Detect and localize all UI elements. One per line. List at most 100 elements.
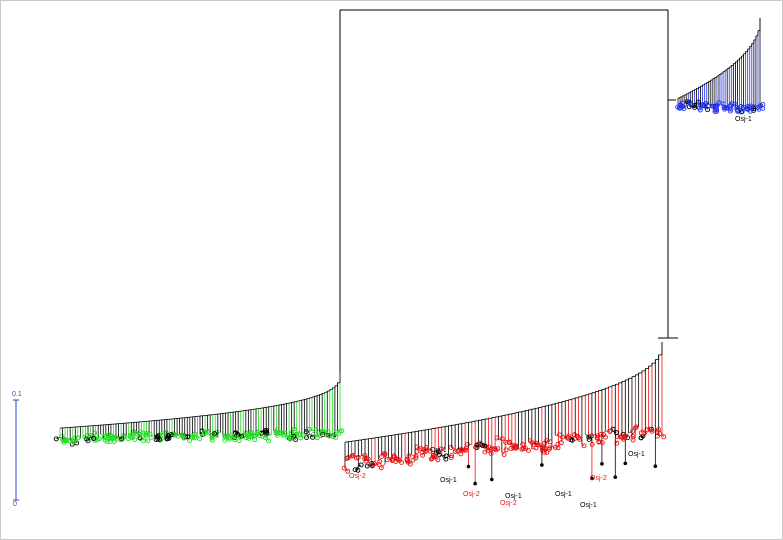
leaf bbox=[738, 109, 744, 115]
leaf-label: Osj-1 bbox=[580, 502, 597, 509]
leaf bbox=[638, 435, 644, 441]
branch bbox=[173, 433, 175, 435]
branch bbox=[441, 455, 447, 460]
leaf bbox=[187, 438, 193, 444]
leaf bbox=[590, 476, 594, 481]
leaf bbox=[751, 107, 757, 113]
leaf bbox=[274, 432, 280, 438]
leaf bbox=[555, 445, 561, 451]
leaf bbox=[539, 445, 545, 451]
leaf bbox=[180, 433, 186, 439]
leaf bbox=[205, 428, 211, 434]
leaf bbox=[577, 436, 582, 442]
branch bbox=[729, 103, 732, 106]
leaf bbox=[370, 462, 376, 468]
leaf bbox=[181, 435, 187, 441]
leaf bbox=[488, 450, 494, 456]
leaf bbox=[438, 446, 444, 452]
leaf bbox=[246, 435, 252, 441]
leaf bbox=[594, 433, 600, 439]
leaf bbox=[455, 448, 461, 454]
leaf bbox=[246, 434, 252, 440]
leaf bbox=[236, 438, 242, 443]
leaf bbox=[661, 434, 667, 440]
leaf bbox=[235, 431, 241, 437]
leaf bbox=[520, 442, 526, 447]
leaf bbox=[656, 427, 661, 432]
leaf bbox=[241, 433, 247, 439]
leaf bbox=[168, 432, 174, 438]
leaf bbox=[355, 467, 361, 473]
leaf bbox=[257, 433, 263, 438]
leaf bbox=[364, 463, 370, 469]
leaf bbox=[363, 458, 369, 464]
leaf-label: Osj-1 bbox=[555, 491, 572, 498]
branch bbox=[189, 435, 193, 437]
leaf bbox=[212, 431, 218, 437]
leaf bbox=[449, 453, 455, 459]
leaf bbox=[452, 449, 458, 455]
leaf bbox=[760, 102, 766, 108]
leaf bbox=[303, 429, 309, 435]
leaf bbox=[435, 457, 441, 463]
leaf bbox=[201, 431, 207, 437]
leaf bbox=[581, 443, 587, 449]
leaf bbox=[353, 455, 359, 461]
leaf bbox=[744, 106, 750, 112]
leaf bbox=[596, 439, 602, 445]
leaf bbox=[154, 434, 160, 440]
scale-top-label: 0.1 bbox=[12, 391, 22, 398]
leaf bbox=[688, 101, 694, 107]
branch bbox=[232, 435, 235, 438]
leaf bbox=[621, 435, 627, 441]
leaf bbox=[684, 99, 690, 105]
leaf bbox=[376, 462, 382, 468]
leaf bbox=[602, 434, 608, 440]
leaf bbox=[542, 445, 548, 451]
leaf bbox=[330, 432, 335, 438]
leaf-label: Osj-2 bbox=[500, 500, 517, 507]
branch bbox=[371, 464, 373, 467]
leaf bbox=[70, 438, 76, 444]
leaf bbox=[600, 462, 604, 466]
leaf-label: Osj-2 bbox=[349, 473, 366, 480]
leaf bbox=[560, 434, 565, 440]
branch bbox=[755, 105, 760, 110]
leaf bbox=[341, 465, 347, 471]
leaf bbox=[350, 452, 356, 458]
leaf bbox=[266, 438, 272, 444]
leaf bbox=[352, 467, 358, 473]
leaf bbox=[756, 106, 762, 112]
blue-clade bbox=[675, 18, 766, 115]
leaf bbox=[499, 436, 505, 442]
leaf bbox=[732, 101, 738, 107]
leaf bbox=[413, 455, 419, 461]
leaf bbox=[619, 434, 625, 440]
branch bbox=[546, 439, 549, 442]
leaf bbox=[695, 99, 701, 105]
leaf bbox=[222, 437, 228, 443]
leaf bbox=[727, 108, 733, 114]
leaf bbox=[345, 468, 351, 474]
leaf bbox=[101, 434, 107, 440]
leaf bbox=[653, 464, 658, 469]
leaf bbox=[607, 428, 613, 434]
scale-bottom-label: 0 bbox=[13, 501, 17, 508]
leaf bbox=[623, 461, 628, 466]
leaf bbox=[119, 436, 125, 442]
leaf bbox=[565, 435, 571, 441]
leaf bbox=[197, 436, 202, 442]
leaf bbox=[503, 439, 509, 445]
leaf bbox=[533, 445, 539, 451]
leaf bbox=[714, 107, 720, 113]
leaf-label: Osj-1 bbox=[440, 477, 457, 484]
leaf bbox=[419, 449, 425, 455]
leaf-label: Osj-2 bbox=[590, 475, 607, 482]
branch bbox=[521, 444, 526, 449]
branch bbox=[565, 437, 569, 439]
scale-bar: 0.1 0 bbox=[12, 391, 22, 508]
leaf bbox=[466, 464, 471, 469]
leaf bbox=[729, 101, 735, 107]
branch bbox=[291, 435, 296, 440]
